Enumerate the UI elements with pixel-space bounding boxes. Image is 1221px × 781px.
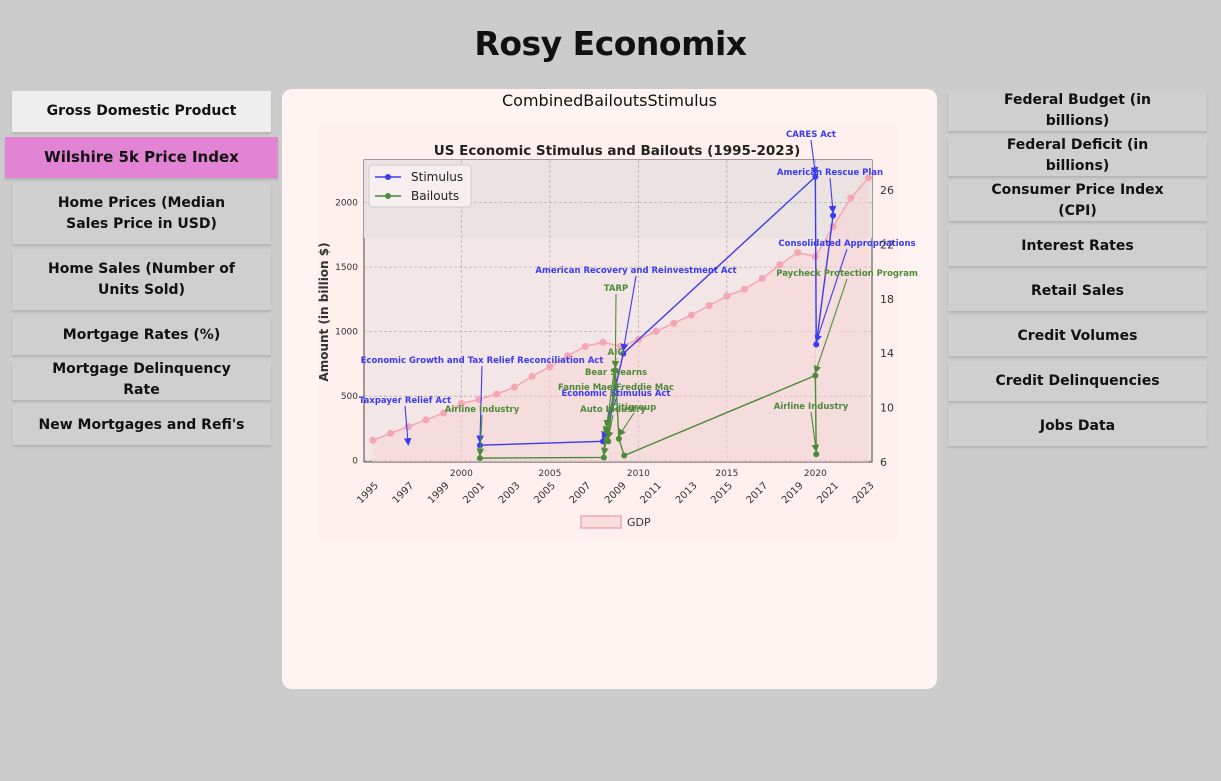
left-nav: Gross Domestic Product Wilshire 5k Price… bbox=[5, 91, 278, 450]
nav-wilshire-5k-price-index[interactable]: Wilshire 5k Price Index bbox=[5, 137, 278, 178]
nav-home-sales[interactable]: Home Sales (Number of Units Sold) bbox=[12, 249, 271, 310]
app-title: Rosy Economix bbox=[474, 24, 747, 63]
nav-consumer-price-index[interactable]: Consumer Price Index (CPI) bbox=[948, 181, 1207, 221]
nav-retail-sales[interactable]: Retail Sales bbox=[948, 271, 1207, 311]
nav-jobs-data[interactable]: Jobs Data bbox=[948, 406, 1207, 446]
nav-mortgage-delinquency-rate[interactable]: Mortgage Delinquency Rate bbox=[12, 360, 271, 400]
right-nav: Federal Budget (in billions) Federal Def… bbox=[948, 91, 1207, 451]
nav-federal-budget[interactable]: Federal Budget (in billions) bbox=[948, 91, 1207, 131]
chart-panel: CombinedBailoutsStimulus bbox=[282, 89, 937, 689]
nav-mortgage-rates[interactable]: Mortgage Rates (%) bbox=[12, 315, 271, 355]
panel-title: CombinedBailoutsStimulus bbox=[501, 91, 718, 110]
nav-federal-deficit[interactable]: Federal Deficit (in billions) bbox=[948, 136, 1207, 176]
nav-credit-volumes[interactable]: Credit Volumes bbox=[948, 316, 1207, 356]
nav-gross-domestic-product[interactable]: Gross Domestic Product bbox=[12, 91, 271, 132]
nav-credit-delinquencies[interactable]: Credit Delinquencies bbox=[948, 361, 1207, 401]
nav-home-prices[interactable]: Home Prices (Median Sales Price in USD) bbox=[12, 183, 271, 244]
nav-new-mortgages-and-refis[interactable]: New Mortgages and Refi's bbox=[12, 405, 271, 445]
nav-interest-rates[interactable]: Interest Rates bbox=[948, 226, 1207, 266]
